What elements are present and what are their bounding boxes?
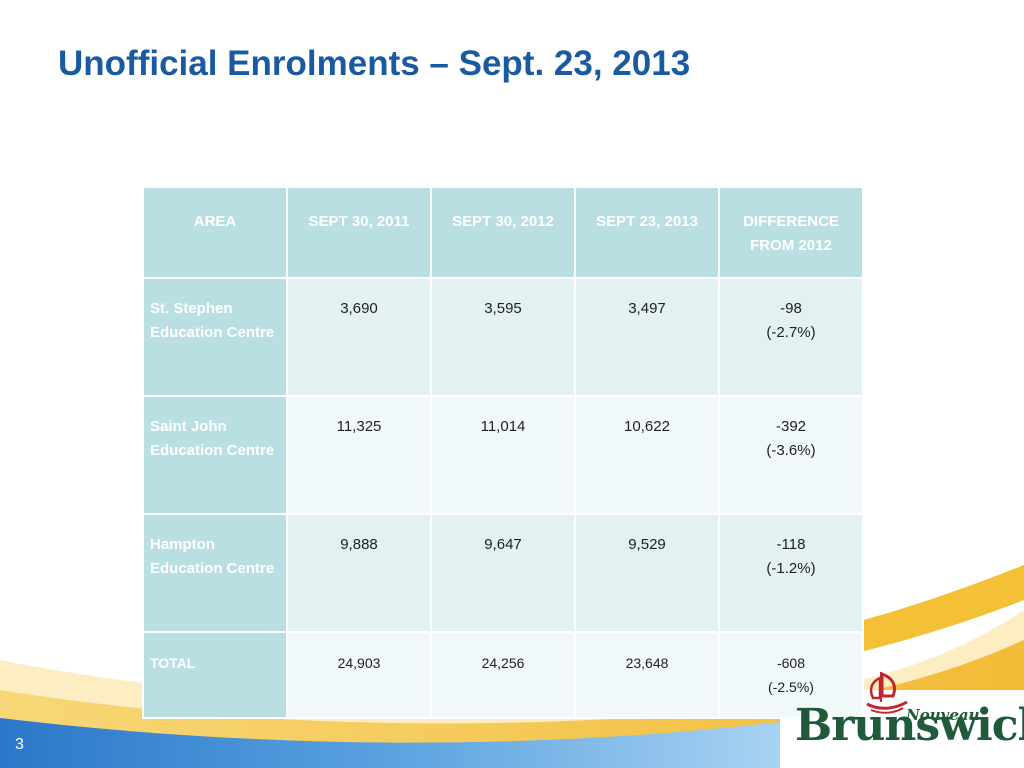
ship-icon — [866, 671, 908, 714]
area-name: Saint John Education Centre — [142, 395, 288, 515]
value-2011: 9,888 — [286, 513, 432, 633]
value-2013: 9,529 — [574, 513, 720, 633]
area-name: Hampton Education Centre — [142, 513, 288, 633]
table-total-row: TOTAL 24,903 24,256 23,648 -608 (-2.5%) — [142, 631, 864, 719]
value-2011: 11,325 — [286, 395, 432, 515]
total-2013: 23,648 — [574, 631, 720, 719]
difference-value: -98 — [780, 300, 802, 317]
header-sept-2011: SEPT 30, 2011 — [286, 186, 432, 279]
value-2013: 3,497 — [574, 277, 720, 397]
table-row: Hampton Education Centre 9,888 9,647 9,5… — [142, 513, 864, 633]
value-2012: 11,014 — [430, 395, 576, 515]
table-header-row: AREA SEPT 30, 2011 SEPT 30, 2012 SEPT 23… — [142, 186, 864, 279]
table-row: Saint John Education Centre 11,325 11,01… — [142, 395, 864, 515]
difference-cell: -98 (-2.7%) — [718, 277, 864, 397]
difference-percent: (-2.7%) — [766, 324, 816, 341]
total-difference-cell: -608 (-2.5%) — [718, 631, 864, 719]
slide-title: Unofficial Enrolments – Sept. 23, 2013 — [58, 44, 691, 83]
header-difference: DIFFERENCE FROM 2012 — [718, 186, 864, 279]
page-number: 3 — [15, 736, 24, 753]
total-difference-value: -608 — [776, 655, 806, 671]
area-name: St. Stephen Education Centre — [142, 277, 288, 397]
difference-cell: -392 (-3.6%) — [718, 395, 864, 515]
difference-value: -118 — [776, 536, 806, 553]
total-difference-percent: (-2.5%) — [768, 679, 814, 695]
value-2012: 3,595 — [430, 277, 576, 397]
total-label: TOTAL — [142, 631, 288, 719]
header-area: AREA — [142, 186, 288, 279]
difference-percent: (-3.6%) — [766, 442, 816, 459]
value-2011: 3,690 — [286, 277, 432, 397]
difference-cell: -118 (-1.2%) — [718, 513, 864, 633]
value-2012: 9,647 — [430, 513, 576, 633]
table-row: St. Stephen Education Centre 3,690 3,595… — [142, 277, 864, 397]
total-2012: 24,256 — [430, 631, 576, 719]
difference-percent: (-1.2%) — [766, 560, 816, 577]
logo-brunswick-text: Brunswick — [795, 700, 1024, 751]
total-2011: 24,903 — [286, 631, 432, 719]
header-sept-2012: SEPT 30, 2012 — [430, 186, 576, 279]
logo-nouveau-text: Nouveau — [906, 706, 980, 724]
enrolment-table: AREA SEPT 30, 2011 SEPT 30, 2012 SEPT 23… — [142, 186, 864, 719]
header-sept-2013: SEPT 23, 2013 — [574, 186, 720, 279]
difference-value: -392 — [775, 418, 807, 435]
value-2013: 10,622 — [574, 395, 720, 515]
